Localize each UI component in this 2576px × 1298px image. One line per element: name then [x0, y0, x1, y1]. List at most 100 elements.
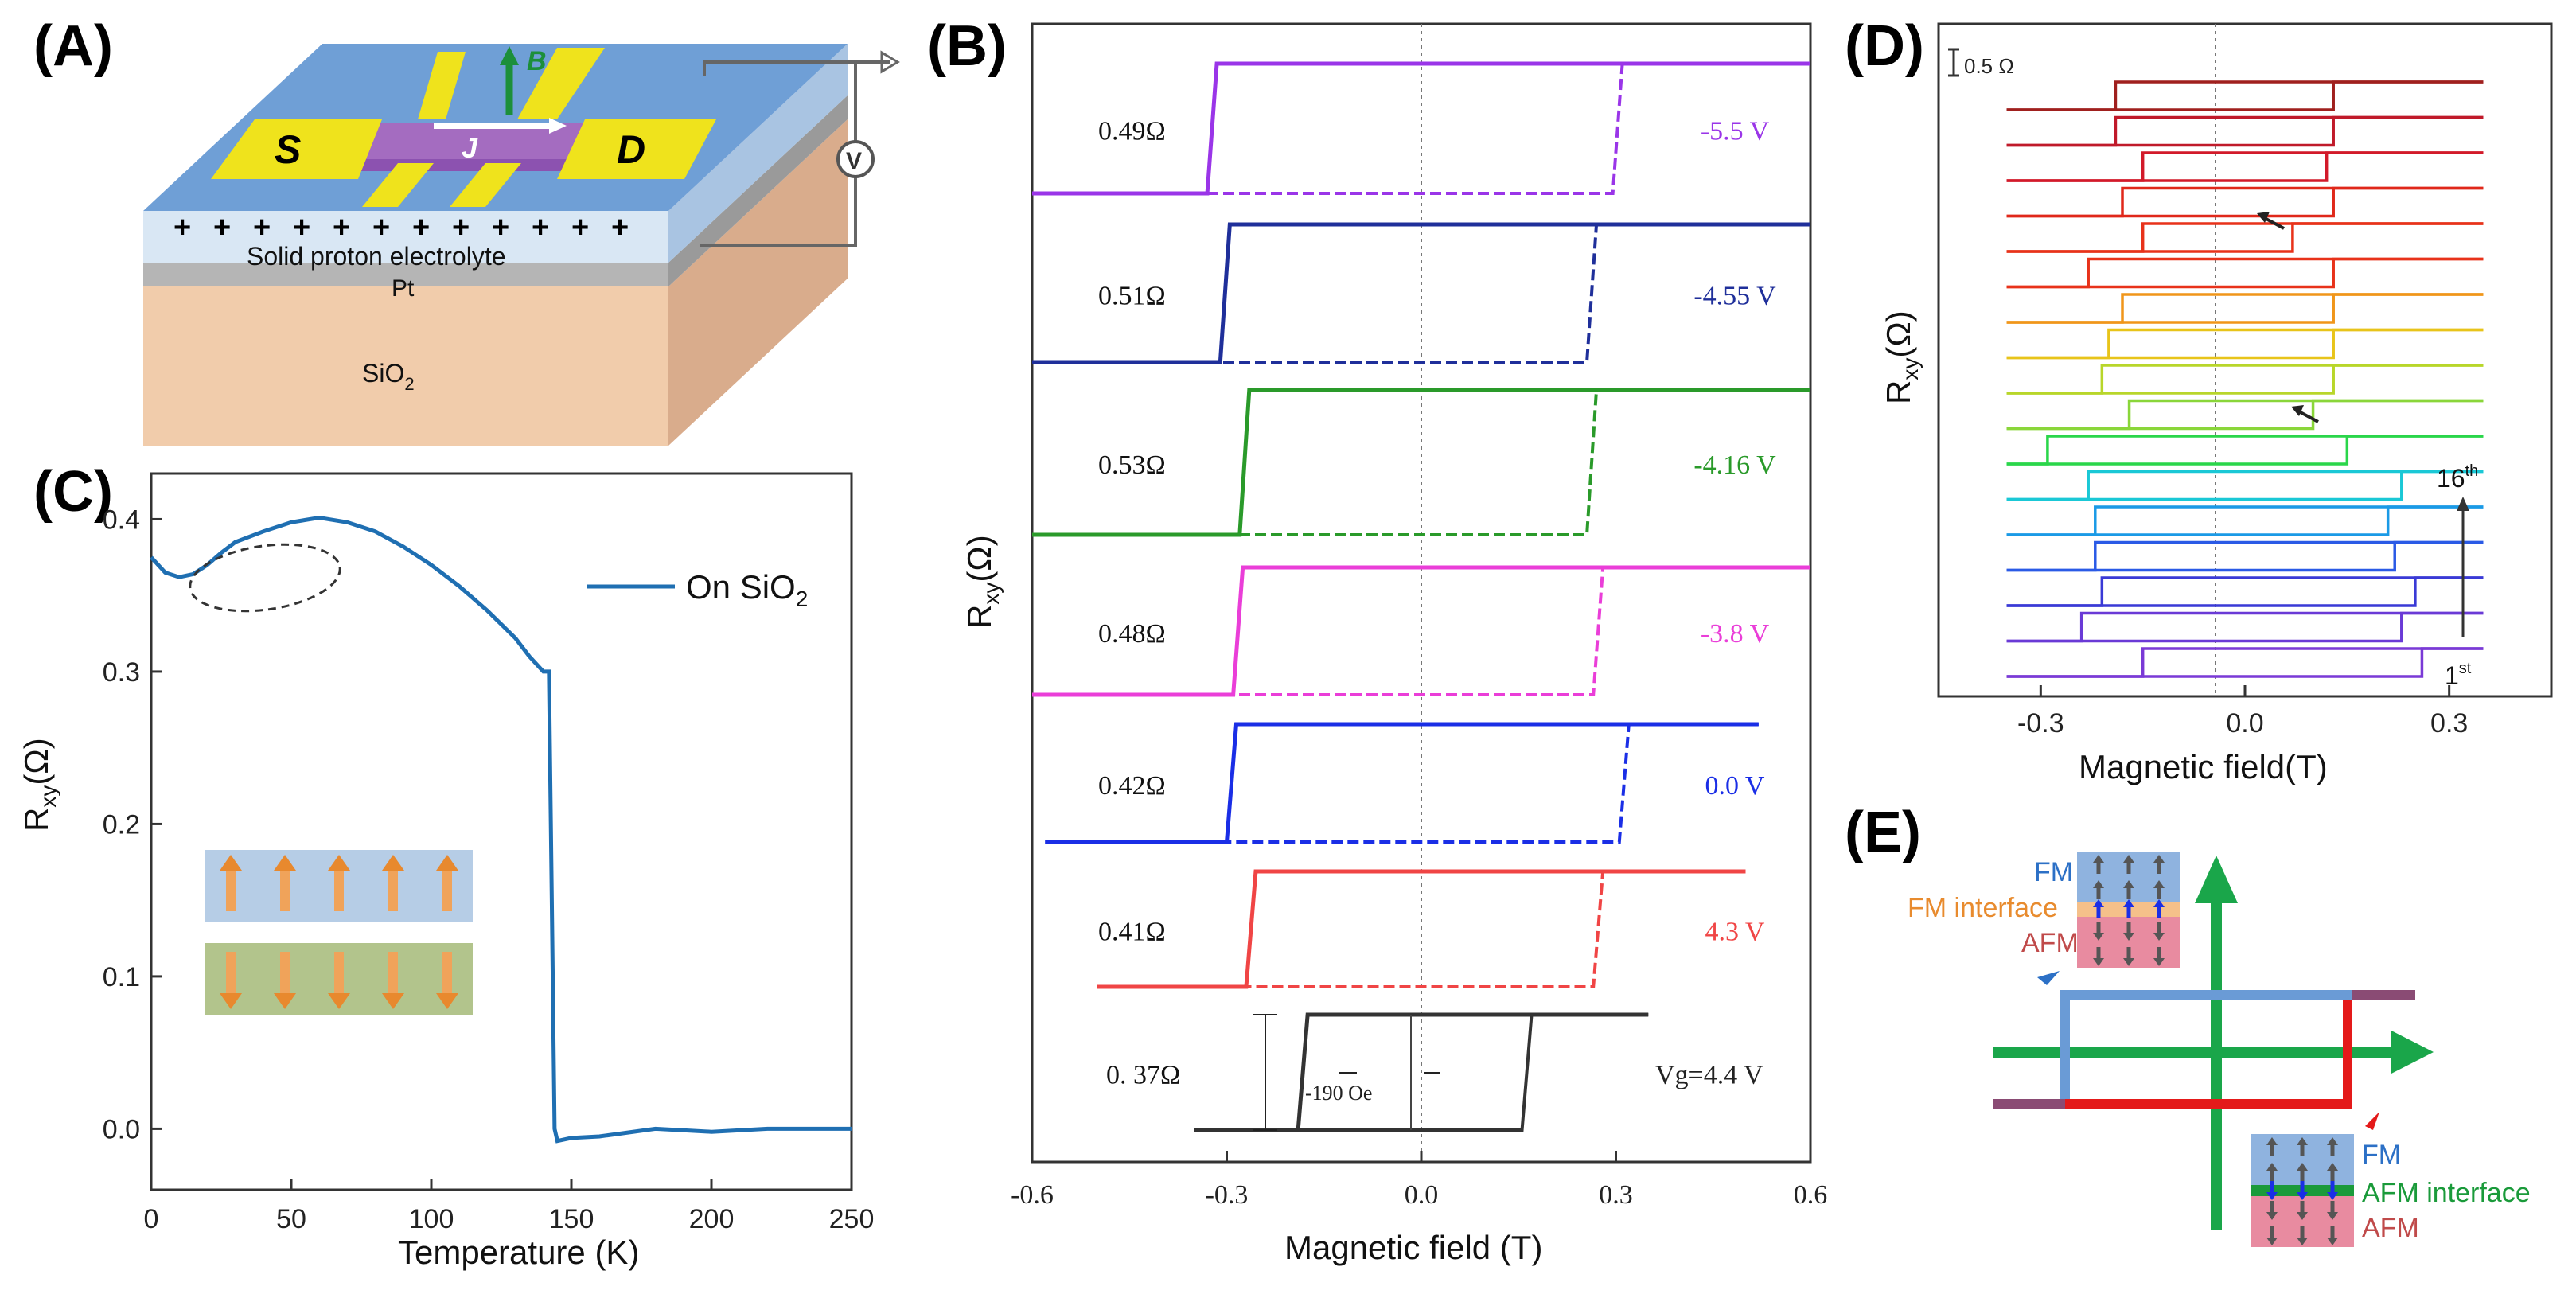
- spin-arrow-head: [2153, 933, 2165, 941]
- drain-electrode: [557, 119, 716, 179]
- loop-0-0-v: 0.42Ω 0.0 V: [1045, 722, 1765, 844]
- panel-b-xtick-label: -0.6: [1011, 1180, 1054, 1210]
- x-axis-arrow-head: [2391, 1031, 2434, 1074]
- spin-up-arrow-head: [274, 855, 296, 871]
- spin-down-arrow: [226, 952, 236, 996]
- panel-c-xtick-label: 250: [829, 1204, 875, 1234]
- cycle-down-sweep: [2006, 257, 2484, 289]
- cycle-loop: [2006, 505, 2484, 536]
- cycle-up-sweep: [2006, 435, 2484, 466]
- panel-c-ytick-label: 0.2: [103, 809, 140, 840]
- bump-highlight-ellipse: [189, 543, 341, 613]
- fm-interface-label: FM interface: [1908, 893, 2058, 923]
- panel-c-ytick-label: 0.0: [103, 1114, 140, 1144]
- cycle-down-sweep: [2006, 505, 2484, 536]
- loop-voltage-label: -3.8 V: [1701, 619, 1770, 649]
- spin-up-arrow: [280, 867, 290, 911]
- cycle-up-sweep: [2006, 505, 2484, 536]
- spin-arrow-head: [2297, 1192, 2308, 1200]
- panel-c-ytick-label: 0.1: [103, 962, 140, 992]
- loop--5-5-v: 0.49Ω -5.5 V: [1032, 61, 1810, 196]
- loop-amplitude-label: 0.49Ω: [1098, 117, 1166, 146]
- cycle-arrow-bottom-label: 1st: [2445, 660, 2472, 690]
- pt-label: Pt: [392, 275, 415, 302]
- loop-voltage-label: Vg=4.4 V: [1655, 1061, 1763, 1090]
- cycle-loop: [2006, 222, 2484, 253]
- spin-up-arrow-head: [328, 855, 350, 871]
- svg-text:+: +: [213, 211, 231, 244]
- loop--4-16-v: 0.53Ω -4.16 V: [1032, 388, 1810, 537]
- spin-arrow-head: [2266, 1163, 2278, 1171]
- cycle-down-sweep: [2006, 611, 2484, 643]
- cycle-loop: [2006, 328, 2484, 360]
- cycle-up-sweep: [2006, 540, 2484, 572]
- loop-amplitude-label: 0.41Ω: [1098, 918, 1166, 947]
- circuit-terminal: [880, 50, 900, 74]
- panel-c-frame: [150, 472, 853, 1191]
- cycle-up-sweep: [2006, 151, 2484, 182]
- loop-down-sweep: [1032, 61, 1810, 196]
- bottom-fm-label: FM: [2362, 1140, 2401, 1170]
- svg-text:+: +: [253, 211, 271, 244]
- spin-down-arrow: [442, 952, 452, 996]
- spin-down-arrow: [388, 952, 398, 996]
- spin-up-arrow: [388, 867, 398, 911]
- pt-layer-side: [668, 95, 848, 286]
- loop-down-sweep: [1194, 1012, 1649, 1132]
- spin-arrow-head: [2266, 1192, 2278, 1200]
- svg-text:+: +: [492, 211, 509, 244]
- cycle-loop: [2006, 576, 2484, 607]
- loop-down-sweep: [1032, 565, 1810, 697]
- panel-a-label: (A): [33, 14, 113, 78]
- spin-down-arrow-head: [382, 993, 404, 1009]
- spin-up-arrow-head: [382, 855, 404, 871]
- channel: [294, 123, 629, 159]
- panel-d-loops: [2006, 80, 2484, 678]
- panel-a-device-schematic: (A) S D J B + + + + + + +: [33, 14, 900, 446]
- cycle-up-sweep: [2006, 115, 2484, 147]
- pt-layer-front: [143, 263, 668, 286]
- panel-d-xlabel: Magnetic field(T): [2079, 748, 2328, 785]
- spin-arrow-head: [2093, 933, 2104, 941]
- electrolyte-layer-front: [143, 211, 668, 263]
- panel-b-ticks: -0.6 -0.3 0.0 0.3 0.6: [1011, 1151, 1827, 1210]
- spin-arrow-head: [2266, 1238, 2278, 1245]
- cycle-up-sweep: [2006, 647, 2484, 678]
- panel-b-label: (B): [927, 14, 1007, 78]
- hall-electrode-bottom-right: [450, 163, 521, 207]
- panel-d-ticks: -0.3 0.0 0.3: [2017, 685, 2468, 739]
- spin-arrow-head: [2297, 1212, 2308, 1220]
- spin-arrow-head: [2093, 899, 2104, 907]
- spin-down-arrow-head: [328, 993, 350, 1009]
- spin-up-arrow-head: [220, 855, 242, 871]
- panel-e-exchange-bias-diagram: (E) FM FM interface AFM FM AFM interface: [1845, 801, 2531, 1247]
- annotation-arrow-top-head: [2257, 212, 2270, 223]
- panel-c-xtick-label: 200: [689, 1204, 735, 1234]
- cycle-loop: [2006, 364, 2484, 395]
- panel-c-xlabel: Temperature (K): [398, 1234, 639, 1271]
- circuit-wire-top: [703, 60, 890, 76]
- loop-amplitude-label: 0.51Ω: [1098, 282, 1166, 311]
- cycle-down-sweep: [2006, 80, 2484, 111]
- bottom-stack-spin-arrows: [2266, 1137, 2338, 1245]
- spin-arrow-head: [2266, 1137, 2278, 1145]
- cycle-down-sweep: [2006, 293, 2484, 324]
- hall-electrode-top-left: [418, 52, 466, 119]
- drain-label: D: [617, 127, 645, 172]
- panel-c-xtick-label: 0: [144, 1204, 159, 1234]
- spin-arrow-head: [2093, 855, 2104, 863]
- cycle-loop: [2006, 257, 2484, 289]
- loop-up-sweep: [1097, 870, 1746, 988]
- cycle-up-sweep: [2006, 611, 2484, 643]
- svg-text:+: +: [372, 211, 390, 244]
- loop-down-sweep: [1032, 388, 1810, 537]
- field-label: B: [527, 46, 547, 76]
- spin-arrow-head: [2327, 1137, 2338, 1145]
- offset-annotation: -190 Oe: [1305, 1082, 1372, 1105]
- spin-down-arrow-head: [274, 993, 296, 1009]
- annotation-arrow-lower-head: [2291, 405, 2304, 416]
- panel-c-ticks: 0 50 100 150 200 250 0.0 0.1 0.2 0.3 0.4: [103, 505, 875, 1234]
- panel-e-label: (E): [1845, 801, 1921, 864]
- spin-up-arrow: [334, 867, 344, 911]
